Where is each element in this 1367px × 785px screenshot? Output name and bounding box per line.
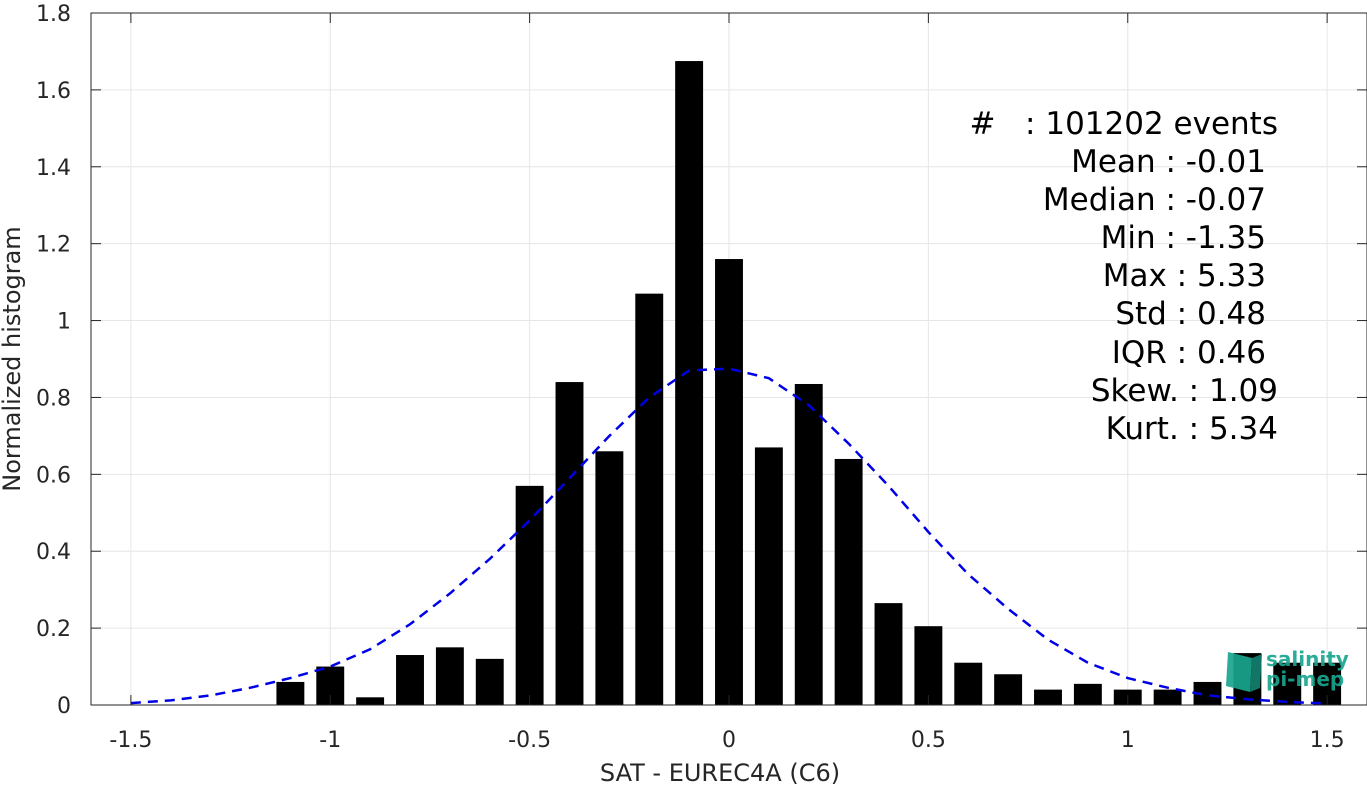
- fit-curve-group: [130, 367, 1328, 705]
- histogram-bar: [1034, 689, 1062, 705]
- y-tick-label: 0.2: [36, 617, 71, 642]
- histogram-bar: [276, 681, 305, 705]
- histogram-bar: [874, 603, 903, 705]
- logo-text-line1: salinity: [1266, 647, 1349, 671]
- histogram-bar: [595, 451, 624, 705]
- stats-count: # : 101202 events: [970, 106, 1278, 142]
- logo-text-line2: pi-mep: [1266, 667, 1344, 691]
- histogram-bar: [675, 61, 704, 706]
- histogram-bar: [515, 485, 544, 705]
- histogram-bar: [914, 626, 943, 705]
- histogram-bar: [715, 259, 743, 705]
- stats-iqr: IQR : 0.46: [1112, 335, 1266, 371]
- stats-box: # : 101202 events Mean : -0.01 Median : …: [970, 106, 1278, 447]
- x-tick-label: 1.5: [1310, 728, 1345, 753]
- x-tick-label: -0.5: [508, 728, 551, 753]
- y-tick-labels: 0 0.2 0.4 0.6 0.8 1 1.2 1.4 1.6 1.8: [36, 2, 71, 719]
- x-tick-labels: -1.5 -1 -0.5 0 0.5 1 1.5: [109, 728, 1344, 753]
- histogram-bar: [754, 447, 783, 705]
- stats-max: Max : 5.33: [1103, 258, 1266, 294]
- stats-skew: Skew. : 1.09: [1091, 373, 1278, 409]
- histogram-bar: [994, 674, 1023, 705]
- histogram-bar: [954, 662, 983, 705]
- histogram-bar: [1193, 681, 1222, 705]
- stats-median: Median : -0.07: [1043, 182, 1266, 218]
- histogram-bar: [475, 658, 504, 705]
- histogram-bar: [1153, 689, 1182, 705]
- y-tick-label: 1.2: [36, 233, 71, 258]
- histogram-bar: [1273, 662, 1302, 705]
- logo-cube-icon: [1226, 652, 1252, 692]
- x-axis-label: SAT - EUREC4A (C6): [600, 759, 840, 785]
- logo-cube-side-icon: [1250, 654, 1262, 692]
- histogram-bar: [435, 647, 464, 705]
- x-tick-label: -1.5: [109, 728, 152, 753]
- stats-mean: Mean : -0.01: [1071, 144, 1266, 180]
- x-tick-label: 0: [722, 728, 736, 753]
- y-tick-label: 1.8: [36, 2, 71, 27]
- stats-kurt: Kurt. : 5.34: [1106, 411, 1278, 447]
- x-tick-label: -1: [319, 728, 341, 753]
- histogram-bar: [356, 697, 385, 705]
- histogram-bars: [276, 61, 1342, 706]
- axis-ticks: [91, 12, 1367, 706]
- stats-std: Std : 0.48: [1115, 296, 1266, 332]
- y-axis-label: Normalized histogram: [0, 226, 26, 491]
- histogram-bar: [794, 383, 823, 705]
- y-tick-label: 0.6: [36, 463, 71, 488]
- y-tick-label: 1.4: [36, 156, 71, 181]
- y-tick-label: 0.8: [36, 386, 71, 411]
- salinity-pi-mep-logo: salinity pi-mep: [1226, 647, 1349, 692]
- x-tick-label: 1: [1121, 728, 1135, 753]
- histogram-bar: [1073, 683, 1102, 705]
- histogram-bar: [555, 382, 584, 705]
- histogram-bar: [834, 458, 863, 705]
- y-tick-label: 1: [57, 310, 71, 335]
- histogram-bar: [635, 293, 664, 705]
- histogram-bar: [396, 655, 424, 705]
- y-tick-label: 1.6: [36, 79, 71, 104]
- fit-curve-line: [130, 367, 1328, 705]
- y-tick-label: 0: [57, 694, 71, 719]
- stats-min: Min : -1.35: [1101, 220, 1266, 256]
- x-tick-label: 0.5: [911, 728, 946, 753]
- y-tick-label: 0.4: [36, 540, 71, 565]
